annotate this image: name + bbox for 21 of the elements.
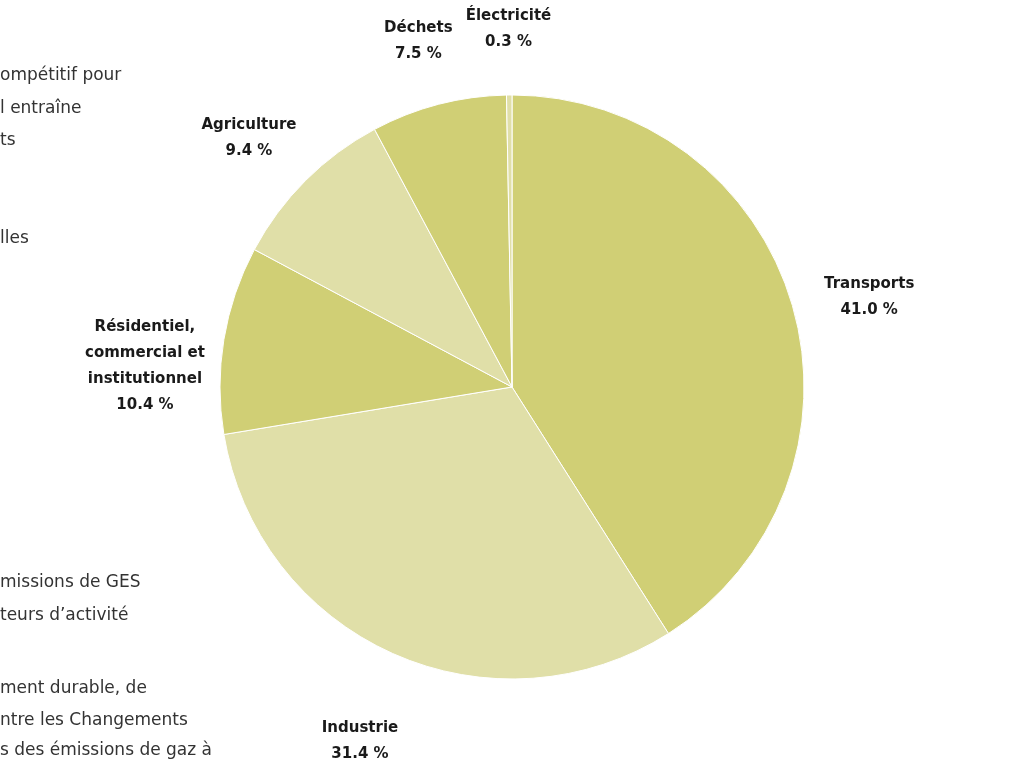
slice-label: Transports [824,274,915,293]
data-label: 41.0 % [840,300,898,319]
data-label: 7.5 % [394,43,442,62]
text: ntre les Changements [0,709,188,729]
data-label: 9.4 % [225,140,273,159]
text: s des émissions de gaz à [0,739,212,759]
data-label: 31.4 % [331,743,389,762]
data-label: 0.3 % [485,32,532,51]
text: missions de GES [0,571,141,591]
data-label: 10.4 % [116,395,174,414]
text: l entraîne [0,97,82,117]
slice-label: Résidentiel, commercial et institutionnel [85,317,205,388]
slice-label: Industrie [321,717,399,736]
text: lles [0,227,29,247]
slice-label: Agriculture [201,114,297,133]
text: teurs d’activité [0,604,129,624]
slice-label: Déchets [384,17,453,36]
slice-label: Électricité [465,5,552,25]
text: ompétitif pour [0,64,122,84]
text: ment durable, de [0,677,147,697]
text: ts [0,129,16,149]
